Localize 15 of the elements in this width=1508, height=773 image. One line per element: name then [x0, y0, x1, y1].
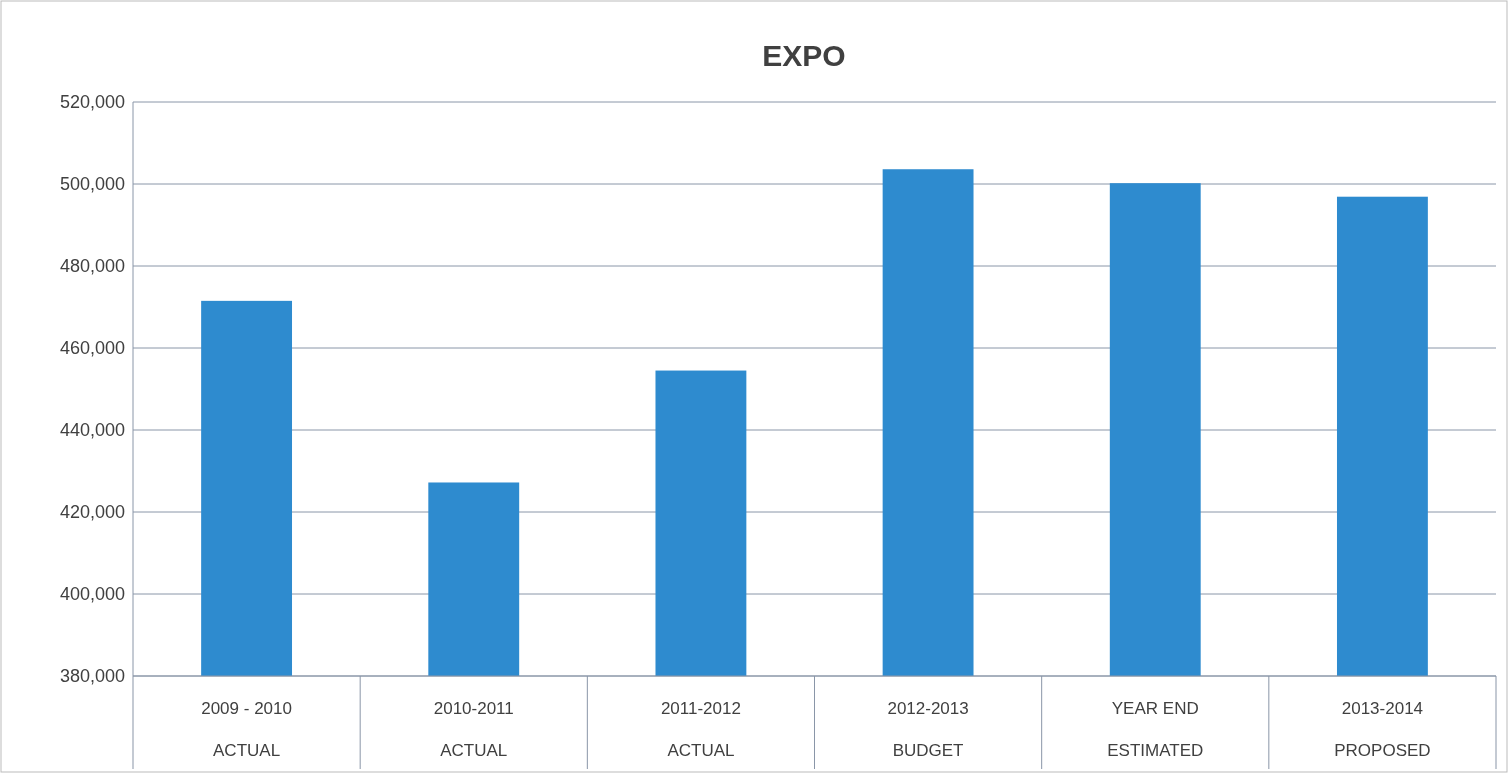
category-label: 2009 - 2010 ACTUAL	[201, 699, 292, 760]
category-label: 2013-2014 PROPOSED	[1334, 699, 1431, 760]
y-tick-label: 400,000	[59, 584, 125, 605]
y-tick-label: 440,000	[59, 420, 125, 441]
chart-title: EXPO	[762, 39, 846, 72]
y-tick-label: 500,000	[59, 174, 125, 195]
category-label: 2011-2012 ACTUAL	[660, 699, 741, 760]
category-label: YEAR END ESTIMATED	[1107, 699, 1204, 760]
y-tick-label: 520,000	[59, 92, 125, 113]
y-tick-label: 380,000	[59, 666, 125, 687]
y-tick-label: 480,000	[59, 256, 125, 277]
y-tick-label: 420,000	[59, 502, 125, 523]
category-label: 2012-2013 BUDGET	[887, 699, 969, 760]
category-label: 2010-2011 ACTUAL	[433, 699, 514, 760]
y-tick-label: 460,000	[59, 338, 125, 359]
